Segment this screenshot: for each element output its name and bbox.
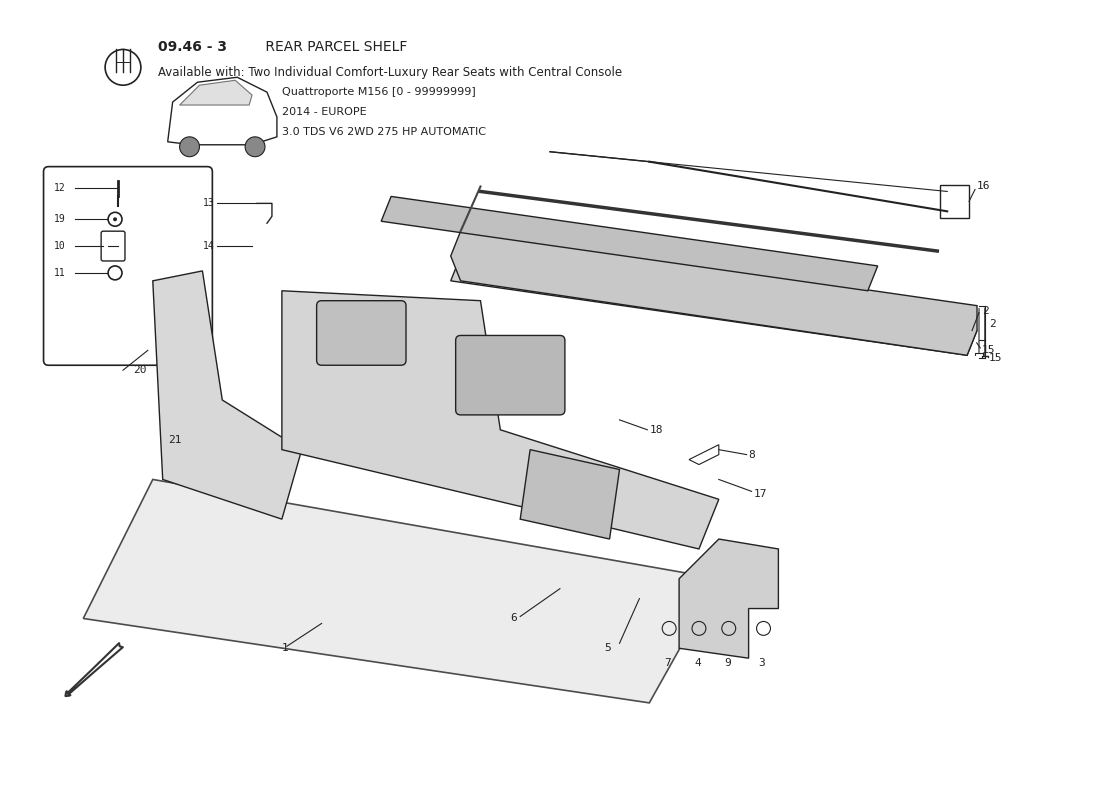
Polygon shape <box>679 539 779 658</box>
FancyBboxPatch shape <box>101 231 125 261</box>
Text: 9: 9 <box>724 658 730 668</box>
Polygon shape <box>451 256 977 355</box>
Text: 3.0 TDS V6 2WD 275 HP AUTOMATIC: 3.0 TDS V6 2WD 275 HP AUTOMATIC <box>282 127 486 137</box>
Text: 18: 18 <box>649 425 663 434</box>
FancyBboxPatch shape <box>940 185 969 218</box>
Text: 21: 21 <box>167 434 182 445</box>
Circle shape <box>245 137 265 157</box>
Text: 10: 10 <box>54 241 65 251</box>
Text: 14: 14 <box>202 241 215 251</box>
Circle shape <box>179 137 199 157</box>
Text: 2014 - EUROPE: 2014 - EUROPE <box>282 107 366 117</box>
Polygon shape <box>153 271 301 519</box>
FancyBboxPatch shape <box>455 335 565 415</box>
Polygon shape <box>451 231 977 355</box>
Text: 20: 20 <box>133 366 146 375</box>
Polygon shape <box>520 450 619 539</box>
Text: 11: 11 <box>54 268 65 278</box>
FancyBboxPatch shape <box>317 301 406 366</box>
FancyBboxPatch shape <box>44 166 212 366</box>
Polygon shape <box>282 290 718 549</box>
Text: 09.46 - 3: 09.46 - 3 <box>157 41 227 54</box>
Text: 5: 5 <box>605 643 612 654</box>
Text: 2: 2 <box>982 306 989 316</box>
Polygon shape <box>382 197 878 290</box>
Text: 13: 13 <box>202 198 215 208</box>
Polygon shape <box>179 80 252 105</box>
Text: Available with: Two Individual Comfort-Luxury Rear Seats with Central Console: Available with: Two Individual Comfort-L… <box>157 66 621 78</box>
Text: 7: 7 <box>664 658 671 668</box>
Text: 8: 8 <box>749 450 756 460</box>
Text: REAR PARCEL SHELF: REAR PARCEL SHELF <box>261 41 407 54</box>
Text: 3: 3 <box>759 658 766 668</box>
Text: 19: 19 <box>54 214 65 224</box>
Text: 12: 12 <box>54 183 65 194</box>
Text: 6: 6 <box>510 614 517 623</box>
Text: 2: 2 <box>989 318 996 329</box>
Text: 16: 16 <box>977 182 990 191</box>
Text: 4: 4 <box>694 658 701 668</box>
Polygon shape <box>84 479 718 703</box>
Text: 15: 15 <box>989 354 1002 363</box>
Text: 15: 15 <box>982 346 996 355</box>
Text: Quattroporte M156 [0 - 99999999]: Quattroporte M156 [0 - 99999999] <box>282 87 475 97</box>
Circle shape <box>113 218 117 222</box>
Text: 17: 17 <box>754 490 767 499</box>
Text: 1: 1 <box>282 643 288 654</box>
